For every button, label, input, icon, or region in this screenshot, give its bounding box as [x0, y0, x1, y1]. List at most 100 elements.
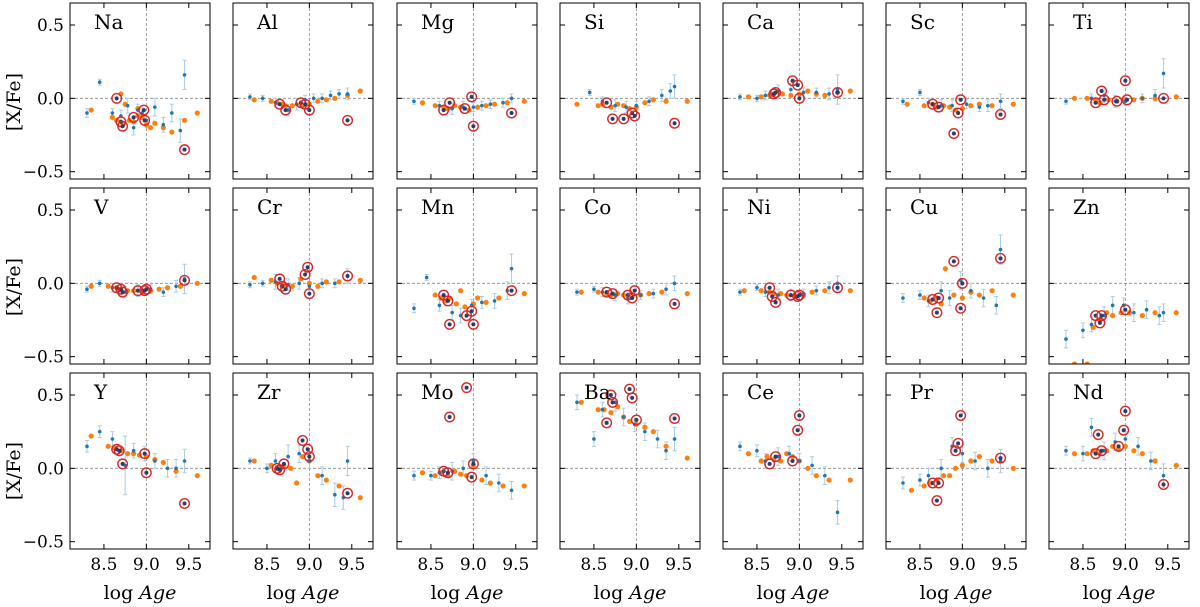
highlight-ring [179, 498, 191, 510]
highlight-point [445, 298, 450, 303]
panel-plot-area [397, 188, 537, 364]
panel-ba: Ba 8.5 9.0 9.5 log Age [559, 372, 701, 604]
highlight-point [632, 113, 637, 118]
x-tick-label: 9.5 [665, 555, 692, 575]
orange-point [491, 101, 498, 107]
highlight-ring [1092, 429, 1104, 441]
blue-point [1064, 337, 1068, 341]
orange-point [952, 465, 959, 471]
orange-point [504, 100, 510, 106]
highlight-point [936, 296, 941, 300]
orange-point [169, 129, 175, 135]
highlight-ring [601, 97, 613, 109]
panel-na: Na −0.5 0.0 0.5 [23, 2, 211, 183]
highlight-point [345, 118, 350, 123]
panel-cu: Cu [885, 187, 1027, 365]
blue-point [170, 111, 174, 115]
highlight-ring [931, 307, 943, 319]
highlight-point [120, 124, 125, 129]
x-axis-label: log Age [594, 582, 667, 604]
highlight-ring [927, 98, 939, 110]
panel-plot-area [1049, 3, 1189, 179]
orange-point [578, 289, 584, 295]
highlight-ring [1111, 95, 1123, 107]
highlight-point [790, 459, 795, 463]
highlight-point [610, 400, 615, 405]
blue-point [509, 96, 514, 101]
blue-point [939, 288, 943, 293]
blue-point [986, 103, 990, 108]
orange-point [578, 399, 584, 405]
highlight-point [767, 285, 772, 290]
blue-point [320, 473, 324, 478]
orange-point [1084, 451, 1090, 457]
highlight-ring [274, 98, 286, 110]
panel-plot-area [1049, 188, 1189, 364]
blue-point [755, 448, 759, 453]
orange-point [357, 277, 363, 283]
blue-point [613, 103, 617, 108]
orange-point [251, 97, 257, 103]
orange-point [475, 104, 481, 110]
blue-point [480, 103, 484, 108]
highlight-ring [140, 467, 152, 479]
highlight-ring [1094, 317, 1106, 329]
orange-point [805, 465, 811, 471]
highlight-ring [139, 114, 151, 126]
orange-point [105, 283, 111, 289]
orange-point [289, 283, 295, 289]
orange-point [289, 103, 295, 109]
highlight-point [956, 111, 961, 115]
highlight-ring [438, 104, 450, 116]
orange-point [663, 443, 669, 449]
panel-ce: Ce 8.5 9.0 9.5 log Age [722, 372, 864, 604]
orange-point [822, 92, 828, 98]
highlight-ring [601, 417, 613, 429]
blue-point [973, 459, 977, 463]
blue-point [787, 451, 791, 456]
highlight-point [960, 281, 965, 286]
orange-point [173, 468, 179, 474]
orange-point [1010, 101, 1016, 107]
highlight-ring [506, 285, 518, 297]
orange-point [251, 274, 257, 281]
highlight-point [1123, 307, 1128, 312]
highlight-point [621, 116, 626, 121]
blue-point [918, 293, 922, 297]
blue-point [412, 473, 416, 478]
orange-point [951, 292, 957, 298]
blue-point [97, 281, 102, 286]
highlight-point [182, 501, 187, 506]
orange-point [741, 288, 747, 294]
highlight-ring [785, 289, 797, 301]
blue-point [587, 90, 592, 95]
blue-point [248, 459, 252, 463]
highlight-point [1102, 97, 1107, 102]
highlight-point [604, 420, 609, 425]
highlight-ring [342, 270, 354, 282]
highlight-ring [956, 277, 968, 289]
orange-point [608, 410, 614, 416]
blue-point [273, 459, 278, 463]
highlight-point [632, 288, 637, 293]
blue-point [1081, 328, 1085, 333]
highlight-point [469, 475, 474, 480]
highlight-ring [459, 103, 471, 115]
blue-point [307, 284, 312, 289]
highlight-point [441, 293, 446, 298]
panel-title: Ni [747, 195, 771, 219]
highlight-ring [605, 389, 617, 401]
orange-point [642, 424, 648, 430]
highlight-point [1123, 78, 1128, 83]
blue-point [918, 478, 922, 482]
orange-point [784, 451, 790, 457]
x-axis-label: log Age [920, 582, 993, 604]
y-axis-label-row1: [X/Fe] [3, 73, 25, 131]
orange-point [921, 295, 927, 301]
highlight-point [300, 438, 305, 443]
highlight-ring [933, 292, 945, 304]
panel-title: Cr [257, 195, 282, 219]
blue-point [835, 87, 840, 92]
orange-point [131, 451, 137, 457]
blue-point [738, 95, 742, 99]
